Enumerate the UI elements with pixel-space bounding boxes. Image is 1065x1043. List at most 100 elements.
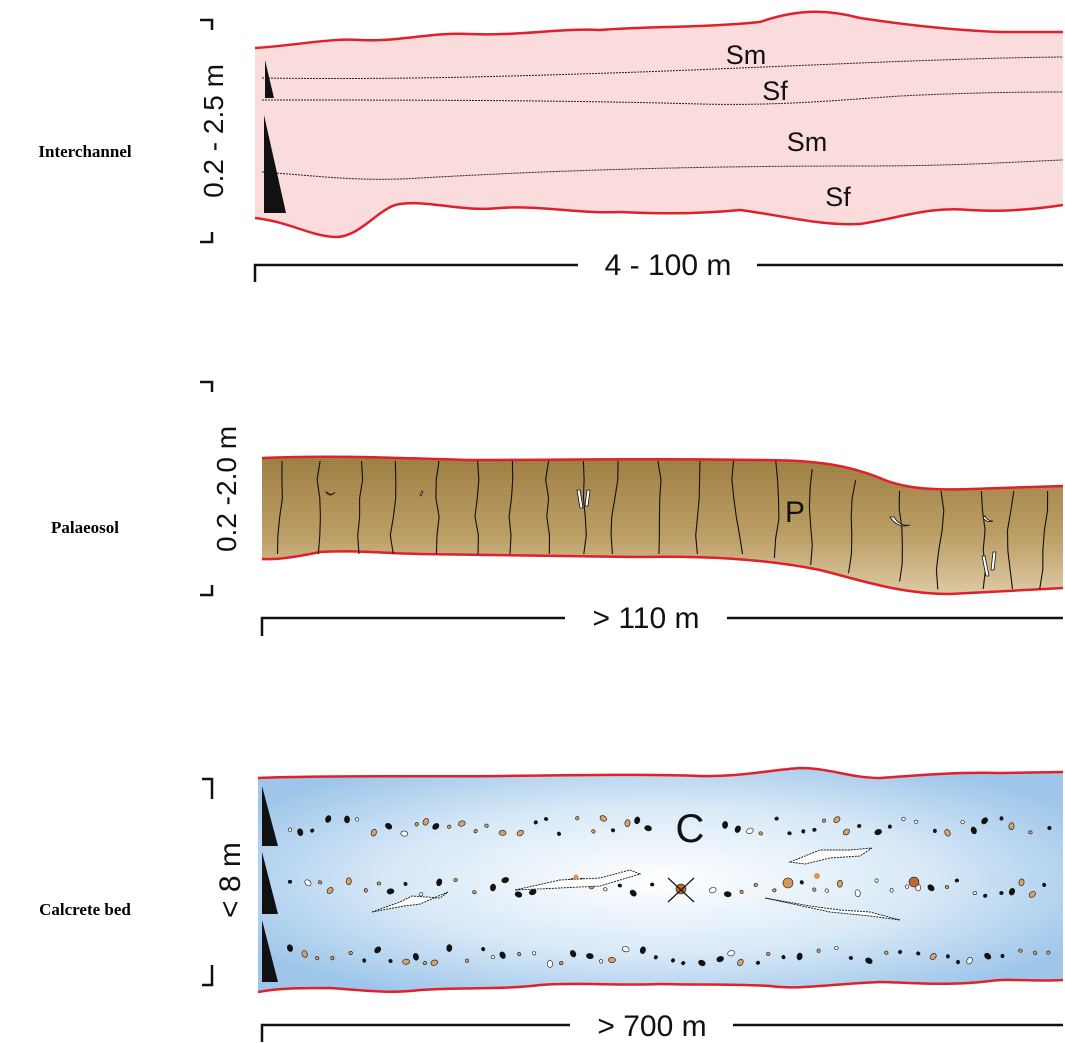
clast xyxy=(653,955,658,960)
clast xyxy=(591,829,596,834)
clast xyxy=(848,955,853,960)
clast xyxy=(904,884,909,889)
clast xyxy=(344,815,350,824)
clast xyxy=(287,879,293,884)
clast xyxy=(836,879,843,888)
clast xyxy=(419,892,424,897)
clast xyxy=(458,820,466,827)
root-trace xyxy=(435,460,440,555)
root-trace xyxy=(935,490,945,590)
palaeosol-base-boundary xyxy=(261,550,1064,596)
clast xyxy=(317,880,323,885)
root-trace xyxy=(773,460,780,559)
clast xyxy=(901,817,906,821)
crack-fill xyxy=(764,897,901,921)
clast xyxy=(297,828,304,836)
root-trace xyxy=(357,460,364,555)
thickness-bracket xyxy=(200,18,214,244)
clast xyxy=(1028,830,1033,835)
clast xyxy=(517,952,522,957)
clast xyxy=(446,944,453,952)
clast xyxy=(1046,950,1051,955)
clast xyxy=(569,950,577,958)
clast xyxy=(385,822,393,830)
clast xyxy=(599,959,604,964)
clast xyxy=(644,825,652,832)
clast xyxy=(402,958,410,965)
clast xyxy=(722,821,729,829)
clast xyxy=(287,944,293,952)
clast xyxy=(799,880,804,885)
clast xyxy=(1033,950,1038,955)
clast xyxy=(671,958,675,963)
clast xyxy=(801,829,806,834)
clast xyxy=(746,827,754,835)
clast xyxy=(1000,953,1005,959)
clast xyxy=(884,950,889,955)
sepiolite-clast xyxy=(814,873,820,879)
root-traces xyxy=(276,460,1049,590)
coarsening-triangle xyxy=(262,852,278,914)
root-trace xyxy=(695,460,701,555)
root-trace xyxy=(610,460,619,555)
clast xyxy=(737,958,744,967)
clast xyxy=(766,952,771,956)
clast xyxy=(1028,891,1036,898)
palaeosol-top-boundary xyxy=(261,455,1064,491)
clast xyxy=(304,879,312,887)
clast xyxy=(1018,878,1025,887)
clast xyxy=(386,888,395,895)
clast xyxy=(999,816,1004,821)
clast xyxy=(781,955,786,960)
thickness-label: 0.2 - 2.5 m xyxy=(198,64,229,198)
clast xyxy=(370,829,377,837)
clast xyxy=(325,815,332,823)
clast xyxy=(514,891,523,898)
calcrete-base-boundary xyxy=(257,978,1064,994)
coarsening-triangle xyxy=(262,786,278,846)
clast xyxy=(621,946,630,953)
clast xyxy=(981,817,988,825)
clast xyxy=(1008,822,1015,830)
clast xyxy=(355,817,359,822)
clast xyxy=(490,883,496,892)
sepiolite-clast xyxy=(908,876,920,888)
clast xyxy=(610,828,616,833)
clast xyxy=(363,888,368,893)
thickness-label: < 8 m xyxy=(214,842,247,918)
clast xyxy=(422,961,427,966)
clast xyxy=(472,890,477,895)
root-trace xyxy=(1006,490,1015,590)
thickness-bracket xyxy=(202,777,214,987)
clast xyxy=(403,881,408,886)
desiccation-cracks xyxy=(371,847,901,921)
clast xyxy=(481,947,486,952)
clast xyxy=(532,951,537,956)
clast xyxy=(374,946,382,954)
rhizolith-nodule xyxy=(889,516,911,527)
interchannel-body xyxy=(255,11,1063,238)
clast xyxy=(559,961,564,966)
clast xyxy=(916,951,921,956)
clast xyxy=(984,952,992,960)
clast xyxy=(516,829,524,837)
width-scale-line xyxy=(260,616,1063,636)
clast xyxy=(547,960,553,968)
clast xyxy=(945,954,950,959)
root-trace xyxy=(389,460,397,555)
clast xyxy=(348,951,353,955)
clast xyxy=(898,950,903,954)
clast xyxy=(608,957,616,963)
clast xyxy=(929,953,937,960)
crack-fill xyxy=(514,869,642,891)
clast xyxy=(544,817,549,821)
clast xyxy=(326,887,334,894)
rhizolith-nodule xyxy=(419,490,424,497)
root-trace xyxy=(545,460,551,555)
calcrete-body xyxy=(258,768,1063,992)
rhizolith-nodules xyxy=(324,489,997,577)
clast xyxy=(599,815,607,822)
clast xyxy=(414,822,419,827)
clast xyxy=(723,891,732,898)
clast xyxy=(944,885,950,889)
